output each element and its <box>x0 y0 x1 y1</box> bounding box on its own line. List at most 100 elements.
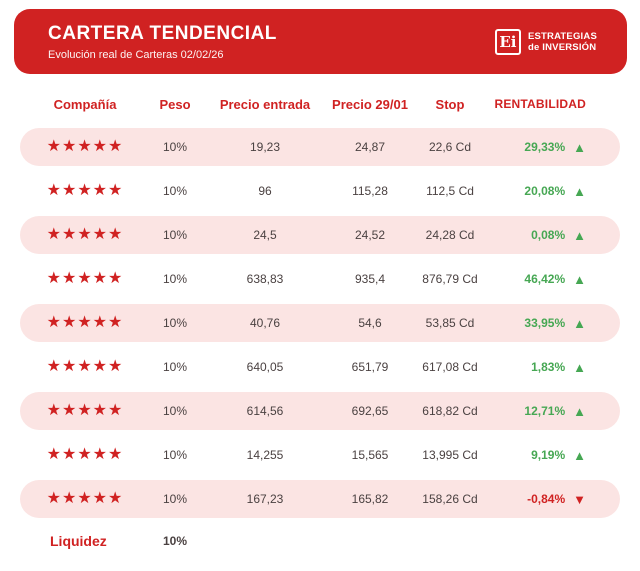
ei-logo: Ei ESTRATEGIAS de INVERSIÓN <box>494 28 597 55</box>
precio-entrada-value: 614,56 <box>246 404 284 418</box>
company-stars-rating: ★★★★★ <box>46 358 124 375</box>
rentabilidad-cell: 1,83% ▲ <box>490 360 610 374</box>
precio-2901-value: 115,28 <box>352 184 388 198</box>
company-stars-rating: ★★★★★ <box>46 490 124 507</box>
col-header-stop: Stop <box>435 96 465 112</box>
rentabilidad-cell: 33,95% ▲ <box>490 316 610 330</box>
table-row: ★★★★★ 10% 614,56 692,65 618,82 Cd 12,71%… <box>20 392 620 430</box>
stop-value: 22,6 Cd <box>428 140 472 154</box>
precio-2901-value: 15,565 <box>351 448 389 462</box>
rentabilidad-value: 33,95% <box>524 316 566 330</box>
rentabilidad-cell: 0,08% ▲ <box>490 228 610 242</box>
col-header-precio-2901: Precio 29/01 <box>332 96 408 112</box>
portfolio-table: Compañía Peso Precio entrada Precio 29/0… <box>20 84 620 552</box>
company-stars-rating: ★★★★★ <box>46 314 124 331</box>
precio-entrada-value: 19,23 <box>249 140 281 154</box>
logo-wordmark: ESTRATEGIAS de INVERSIÓN <box>528 31 597 53</box>
company-stars-rating: ★★★★★ <box>46 446 124 463</box>
precio-entrada-value: 40,76 <box>249 316 281 330</box>
peso-value: 10% <box>162 228 188 242</box>
col-header-compania: Compañía <box>53 96 117 112</box>
header-banner: CARTERA TENDENCIAL Evolución real de Car… <box>14 9 627 74</box>
liquidity-label: Liquidez <box>50 533 107 549</box>
table-header-row: Compañía Peso Precio entrada Precio 29/0… <box>20 84 620 124</box>
liquidity-row: Liquidez 10% <box>20 530 620 552</box>
trend-arrow-icon: ▲ <box>573 447 586 463</box>
col-header-rentabilidad: RENTABILIDAD <box>494 96 586 111</box>
stop-value: 158,26 Cd <box>422 492 478 506</box>
stop-value: 876,79 Cd <box>422 272 478 286</box>
table-row: ★★★★★ 10% 19,23 24,87 22,6 Cd 29,33% ▲ <box>20 128 620 166</box>
peso-value: 10% <box>162 492 188 506</box>
rentabilidad-cell: 12,71% ▲ <box>490 404 610 418</box>
table-row: ★★★★★ 10% 638,83 935,4 876,79 Cd 46,42% … <box>20 260 620 298</box>
rentabilidad-value: 12,71% <box>524 404 566 418</box>
page-title: CARTERA TENDENCIAL <box>48 22 277 44</box>
company-stars-rating: ★★★★★ <box>46 402 124 419</box>
rentabilidad-value: 0,08% <box>531 228 566 242</box>
ei-monogram-icon: Ei <box>494 28 521 55</box>
trend-arrow-icon: ▲ <box>573 139 586 155</box>
peso-value: 10% <box>162 316 188 330</box>
precio-entrada-value: 640,05 <box>246 360 284 374</box>
precio-2901-value: 935,4 <box>354 272 386 286</box>
col-header-precio-entrada: Precio entrada <box>219 96 311 112</box>
trend-arrow-icon: ▲ <box>573 271 586 287</box>
table-row: ★★★★★ 10% 40,76 54,6 53,85 Cd 33,95% ▲ <box>20 304 620 342</box>
stop-value: 13,995 Cd <box>422 448 478 462</box>
stop-value: 112,5 Cd <box>426 184 474 198</box>
precio-entrada-value: 96 <box>258 184 272 198</box>
precio-2901-value: 651,79 <box>351 360 389 374</box>
peso-value: 10% <box>162 360 188 374</box>
table-row: ★★★★★ 10% 24,5 24,52 24,28 Cd 0,08% ▲ <box>20 216 620 254</box>
stop-value: 618,82 Cd <box>422 404 478 418</box>
table-rows: ★★★★★ 10% 19,23 24,87 22,6 Cd 29,33% ▲ ★… <box>20 128 620 518</box>
ei-monogram-text: Ei <box>499 32 517 51</box>
logo-line1: ESTRATEGIAS <box>527 30 597 42</box>
rentabilidad-value: -0,84% <box>527 492 566 506</box>
table-row: ★★★★★ 10% 167,23 165,82 158,26 Cd -0,84%… <box>20 480 620 518</box>
stop-value: 617,08 Cd <box>422 360 478 374</box>
company-stars-rating: ★★★★★ <box>46 270 124 287</box>
col-header-peso: Peso <box>159 96 191 112</box>
liquidity-peso: 10% <box>162 534 188 548</box>
peso-value: 10% <box>162 184 188 198</box>
precio-2901-value: 692,65 <box>351 404 389 418</box>
rentabilidad-cell: -0,84% ▼ <box>490 492 610 506</box>
company-stars-rating: ★★★★★ <box>46 138 124 155</box>
logo-line2: de INVERSIÓN <box>527 41 597 53</box>
stop-value: 53,85 Cd <box>425 316 475 330</box>
precio-2901-value: 54,6 <box>358 316 382 330</box>
rentabilidad-value: 46,42% <box>524 272 566 286</box>
precio-entrada-value: 14,255 <box>246 448 284 462</box>
trend-arrow-icon: ▼ <box>573 491 586 507</box>
rentabilidad-cell: 9,19% ▲ <box>490 448 610 462</box>
rentabilidad-value: 29,33% <box>524 140 566 154</box>
rentabilidad-cell: 46,42% ▲ <box>490 272 610 286</box>
company-stars-rating: ★★★★★ <box>46 226 124 243</box>
rentabilidad-value: 9,19% <box>531 448 566 462</box>
rentabilidad-value: 1,83% <box>531 360 566 374</box>
company-stars-rating: ★★★★★ <box>46 182 124 199</box>
peso-value: 10% <box>162 272 188 286</box>
precio-2901-value: 165,82 <box>351 492 389 506</box>
trend-arrow-icon: ▲ <box>573 227 586 243</box>
precio-entrada-value: 638,83 <box>246 272 284 286</box>
peso-value: 10% <box>162 140 188 154</box>
rentabilidad-value: 20,08% <box>524 184 566 198</box>
table-row: ★★★★★ 10% 14,255 15,565 13,995 Cd 9,19% … <box>20 436 620 474</box>
page-subtitle: Evolución real de Carteras 02/02/26 <box>48 48 224 61</box>
trend-arrow-icon: ▲ <box>573 315 586 331</box>
precio-2901-value: 24,52 <box>354 228 386 242</box>
rentabilidad-cell: 29,33% ▲ <box>490 140 610 154</box>
peso-value: 10% <box>162 448 188 462</box>
stop-value: 24,28 Cd <box>425 228 475 242</box>
precio-entrada-value: 167,23 <box>246 492 284 506</box>
header-text-block: CARTERA TENDENCIAL Evolución real de Car… <box>48 23 277 61</box>
table-row: ★★★★★ 10% 96 115,28 112,5 Cd 20,08% ▲ <box>20 172 620 210</box>
precio-2901-value: 24,87 <box>354 140 386 154</box>
trend-arrow-icon: ▲ <box>573 183 586 199</box>
trend-arrow-icon: ▲ <box>573 403 586 419</box>
rentabilidad-cell: 20,08% ▲ <box>490 184 610 198</box>
trend-arrow-icon: ▲ <box>573 359 586 375</box>
